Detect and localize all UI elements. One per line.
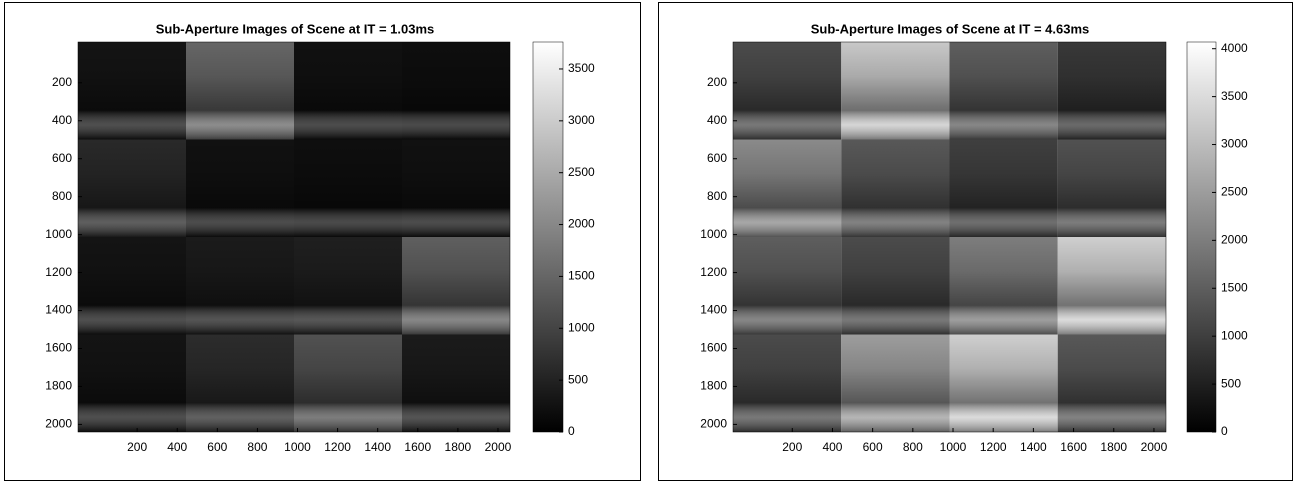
tile-shading: [186, 140, 294, 238]
y-tick-label: 1800: [45, 379, 72, 393]
x-tick-label: 2000: [1141, 440, 1168, 454]
x-tick-label: 800: [903, 440, 923, 454]
tile-shading: [950, 335, 1058, 433]
tile-shading: [1058, 237, 1166, 335]
tile-shading: [733, 42, 841, 140]
tile-shading: [78, 42, 186, 140]
colorbar-tick-label: 500: [568, 372, 588, 386]
colorbar-tick-label: 1000: [1221, 328, 1248, 342]
x-tick-label: 200: [127, 440, 147, 454]
tile-shading: [733, 237, 841, 335]
y-tick-label: 1000: [700, 227, 727, 241]
colorbar-tick-label: 1500: [568, 269, 595, 283]
x-tick-label: 600: [863, 440, 883, 454]
colorbar-tick-label: 2500: [568, 165, 595, 179]
tile-shading: [733, 335, 841, 433]
y-tick-label: 800: [52, 189, 72, 203]
chart-title: Sub-Aperture Images of Scene at IT = 1.0…: [156, 21, 435, 36]
tile-shading: [841, 42, 949, 140]
x-tick-label: 1600: [404, 440, 431, 454]
tile-shading: [78, 140, 186, 238]
y-tick-label: 1400: [45, 303, 72, 317]
x-tick-label: 1200: [980, 440, 1007, 454]
tile-shading: [294, 42, 402, 140]
tile-shading: [186, 237, 294, 335]
y-tick-label: 1000: [45, 227, 72, 241]
colorbar-tick-label: 3500: [568, 61, 595, 75]
page: Sub-Aperture Images of Scene at IT = 1.0…: [0, 0, 1296, 483]
x-tick-label: 1800: [1100, 440, 1127, 454]
y-tick-label: 1600: [45, 341, 72, 355]
tile-shading: [1058, 140, 1166, 238]
colorbar-tick-label: 1000: [568, 320, 595, 334]
colorbar-tick-label: 3000: [1221, 137, 1248, 151]
x-tick-label: 600: [207, 440, 227, 454]
tile-shading: [402, 237, 510, 335]
y-tick-label: 600: [707, 151, 727, 165]
x-tick-label: 1800: [445, 440, 472, 454]
colorbar-tick-label: 0: [568, 424, 575, 438]
tile-shading: [78, 237, 186, 335]
y-tick-label: 600: [52, 151, 72, 165]
y-tick-label: 2000: [45, 417, 72, 431]
colorbar-tick-label: 3500: [1221, 89, 1248, 103]
y-tick-label: 200: [707, 75, 727, 89]
colorbar: [1187, 42, 1216, 432]
y-tick-label: 1800: [700, 379, 727, 393]
tile-shading: [1058, 335, 1166, 433]
tile-shading: [294, 140, 402, 238]
tile-shading: [950, 140, 1058, 238]
tile-shading: [950, 42, 1058, 140]
tile-shading: [841, 140, 949, 238]
colorbar-tick-label: 500: [1221, 376, 1241, 390]
colorbar-tick-label: 2500: [1221, 185, 1248, 199]
tile-shading: [78, 335, 186, 433]
chart-title: Sub-Aperture Images of Scene at IT = 4.6…: [811, 21, 1090, 36]
y-tick-label: 400: [52, 113, 72, 127]
y-tick-label: 1200: [45, 265, 72, 279]
figure: Sub-Aperture Images of Scene at IT = 1.0…: [0, 0, 1296, 483]
tile-shading: [186, 335, 294, 433]
tile-shading: [402, 42, 510, 140]
x-tick-label: 2000: [485, 440, 512, 454]
colorbar-tick-label: 1500: [1221, 280, 1248, 294]
y-tick-label: 400: [707, 113, 727, 127]
x-tick-label: 1200: [324, 440, 351, 454]
tile-shading: [186, 42, 294, 140]
x-tick-label: 400: [822, 440, 842, 454]
x-tick-label: 400: [167, 440, 187, 454]
y-tick-label: 800: [707, 189, 727, 203]
tile-shading: [294, 335, 402, 433]
colorbar-tick-label: 3000: [568, 113, 595, 127]
x-tick-label: 800: [247, 440, 267, 454]
tile-shading: [402, 335, 510, 433]
x-tick-label: 1400: [364, 440, 391, 454]
tile-shading: [402, 140, 510, 238]
x-tick-label: 1400: [1020, 440, 1047, 454]
tile-shading: [294, 237, 402, 335]
colorbar-tick-label: 4000: [1221, 41, 1248, 55]
tile-shading: [841, 237, 949, 335]
colorbar-tick-label: 2000: [1221, 233, 1248, 247]
y-tick-label: 1600: [700, 341, 727, 355]
tile-shading: [841, 335, 949, 433]
colorbar-tick-label: 0: [1221, 424, 1228, 438]
tile-shading: [950, 237, 1058, 335]
y-tick-label: 1400: [700, 303, 727, 317]
colorbar: [533, 42, 563, 432]
tile-shading: [1058, 42, 1166, 140]
y-tick-label: 2000: [700, 417, 727, 431]
x-tick-label: 200: [782, 440, 802, 454]
x-tick-label: 1000: [940, 440, 967, 454]
tile-shading: [733, 140, 841, 238]
colorbar-tick-label: 2000: [568, 217, 595, 231]
x-tick-label: 1600: [1060, 440, 1087, 454]
x-tick-label: 1000: [284, 440, 311, 454]
y-tick-label: 200: [52, 75, 72, 89]
y-tick-label: 1200: [700, 265, 727, 279]
